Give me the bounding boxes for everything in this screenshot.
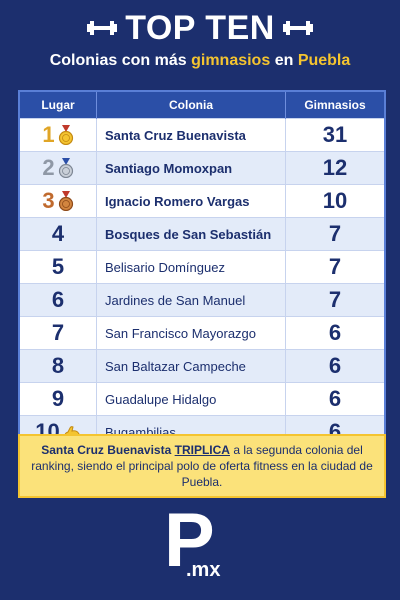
subtitle-part: Colonias con más: [49, 52, 187, 69]
rank-number: 1: [42, 122, 55, 147]
rank-number: 3: [42, 188, 55, 213]
colonia-cell: Santiago Momoxpan: [96, 151, 286, 185]
table-row: 7 San Francisco Mayorazgo 6: [20, 316, 384, 350]
colonia-cell: Bosques de San Sebastián: [96, 217, 286, 251]
rank-cell: 3: [20, 184, 97, 218]
note-text: a la segunda colonia del ranking, siendo…: [31, 443, 373, 489]
rank-cell: 4: [20, 217, 97, 251]
gimnasios-cell: 31: [285, 118, 384, 152]
gold-medal-icon: [58, 125, 73, 145]
gimnasios-cell: 6: [285, 316, 384, 350]
colonia-cell: Guadalupe Hidalgo: [96, 382, 286, 416]
header-gimnasios: Gimnasios: [285, 92, 384, 119]
colonia-cell: Santa Cruz Buenavista: [96, 118, 286, 152]
table-row: 3 Ignacio Romero Vargas 10: [20, 184, 384, 218]
ranking-table: Lugar Colonia Gimnasios 1 San: [18, 90, 386, 450]
subtitle-highlight: gimnasios: [191, 52, 271, 69]
page-subtitle: Colonias con más gimnasios en Puebla: [0, 50, 400, 72]
table-row: 1 Santa Cruz Buenavista 31: [20, 118, 384, 152]
note-subject: Santa Cruz Buenavista: [41, 443, 172, 457]
gimnasios-cell: 7: [285, 217, 384, 251]
brand-logo: P .mx: [164, 500, 220, 580]
bronze-medal-icon: [58, 191, 73, 211]
subtitle-highlight: Puebla: [297, 52, 351, 69]
note-emphasis: TRIPLICA: [174, 443, 230, 457]
table-row: 5 Belisario Domínguez 7: [20, 250, 384, 284]
colonia-cell: Ignacio Romero Vargas: [96, 184, 286, 218]
rank-cell: 5: [20, 250, 97, 284]
table-row: 4 Bosques de San Sebastián 7: [20, 217, 384, 251]
gimnasios-cell: 7: [285, 250, 384, 284]
table-header-row: Lugar Colonia Gimnasios: [20, 92, 384, 119]
rank-number: 2: [42, 155, 55, 180]
page-title: TOP TEN: [125, 9, 275, 47]
gimnasios-cell: 12: [285, 151, 384, 185]
rank-cell: 6: [20, 283, 97, 317]
table-row: 6 Jardines de San Manuel 7: [20, 283, 384, 317]
table-row: 8 San Baltazar Campeche 6: [20, 349, 384, 383]
logo-suffix: .mx: [186, 559, 220, 580]
gimnasios-cell: 6: [285, 349, 384, 383]
rank-cell: 7: [20, 316, 97, 350]
table-row: 2 Santiago Momoxpan 12: [20, 151, 384, 185]
gimnasios-cell: 7: [285, 283, 384, 317]
header: TOP TEN Colonias con más gimnasios en Pu…: [0, 8, 400, 72]
title-row: TOP TEN: [0, 8, 400, 48]
colonia-cell: San Francisco Mayorazgo: [96, 316, 286, 350]
rank-cell: 2: [20, 151, 97, 185]
dumbbell-icon: [87, 21, 118, 35]
logo-letter: P: [164, 500, 215, 580]
silver-medal-icon: [58, 158, 73, 178]
rank-cell: 8: [20, 349, 97, 383]
rank-cell: 1: [20, 118, 97, 152]
rank-cell: 9: [20, 382, 97, 416]
colonia-cell: Jardines de San Manuel: [96, 283, 286, 317]
header-lugar: Lugar: [20, 92, 97, 119]
dumbbell-icon: [282, 21, 313, 35]
subtitle-part: en: [274, 52, 294, 69]
table-row: 9 Guadalupe Hidalgo 6: [20, 382, 384, 416]
gimnasios-cell: 6: [285, 382, 384, 416]
highlight-note: Santa Cruz Buenavista TRIPLICA a la segu…: [18, 434, 386, 498]
gimnasios-cell: 10: [285, 184, 384, 218]
header-colonia: Colonia: [96, 92, 286, 119]
colonia-cell: Belisario Domínguez: [96, 250, 286, 284]
colonia-cell: San Baltazar Campeche: [96, 349, 286, 383]
